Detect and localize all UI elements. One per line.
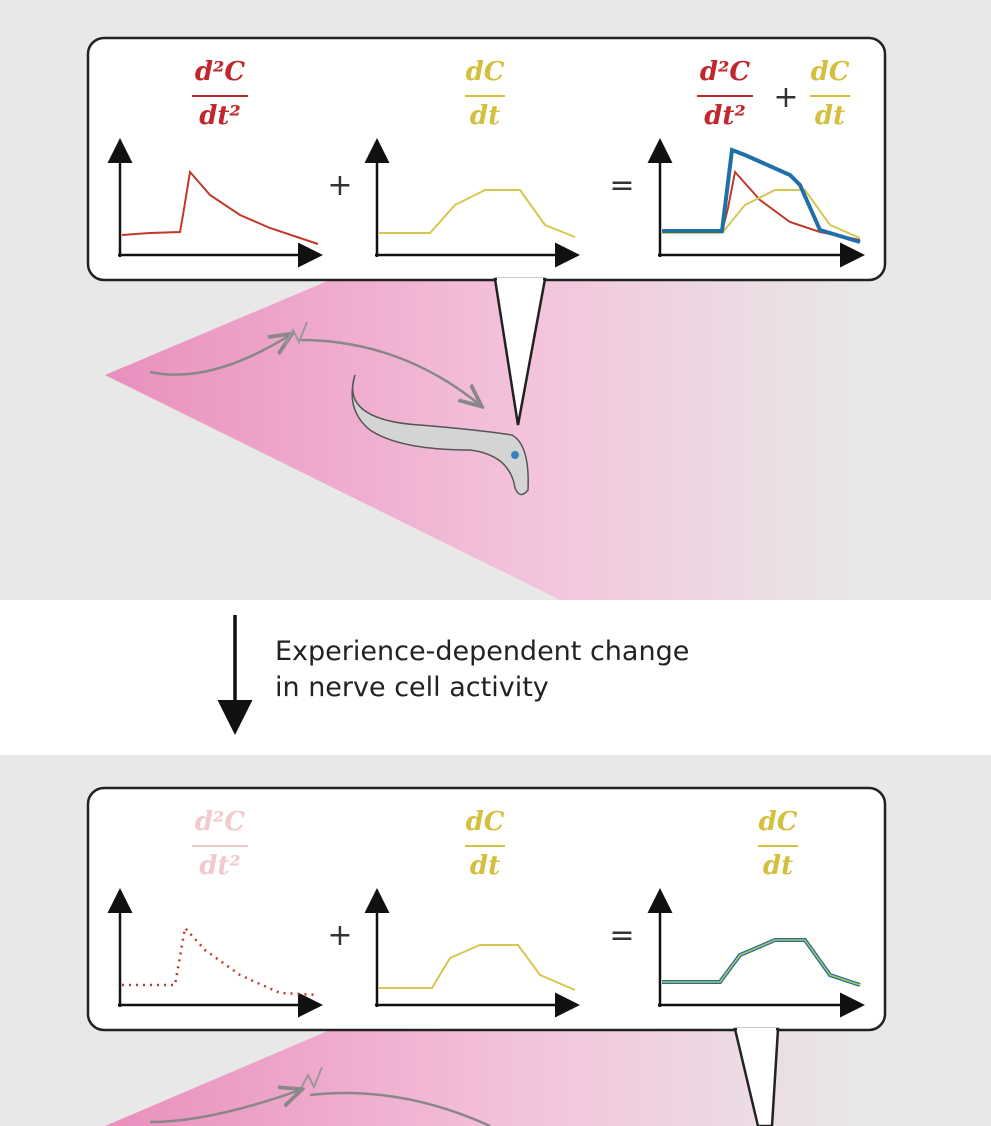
neuron bbox=[511, 451, 519, 459]
operator: = bbox=[609, 918, 634, 953]
denominator: dt² bbox=[199, 851, 241, 881]
denominator: dt² bbox=[704, 101, 746, 131]
numerator: dC bbox=[811, 57, 850, 87]
denominator: dt bbox=[470, 851, 500, 881]
diagram: d²C dt² dC dt d²C dt² dC dt + + = Experi… bbox=[0, 0, 991, 1126]
caption-line: in nerve cell activity bbox=[275, 672, 549, 703]
denominator: dt bbox=[470, 101, 500, 131]
numerator: d²C bbox=[700, 57, 751, 87]
operator: + bbox=[327, 918, 352, 953]
denominator: dt bbox=[763, 851, 793, 881]
numerator: d²C bbox=[195, 807, 246, 837]
caption-line: Experience-dependent change bbox=[275, 636, 689, 667]
numerator: d²C bbox=[195, 57, 246, 87]
denominator: dt² bbox=[199, 101, 241, 131]
denominator: dt bbox=[815, 101, 845, 131]
operator: = bbox=[609, 168, 634, 203]
numerator: dC bbox=[466, 57, 505, 87]
operator: + bbox=[327, 168, 352, 203]
numerator: dC bbox=[466, 807, 505, 837]
operator: + bbox=[773, 80, 798, 115]
numerator: dC bbox=[759, 807, 798, 837]
